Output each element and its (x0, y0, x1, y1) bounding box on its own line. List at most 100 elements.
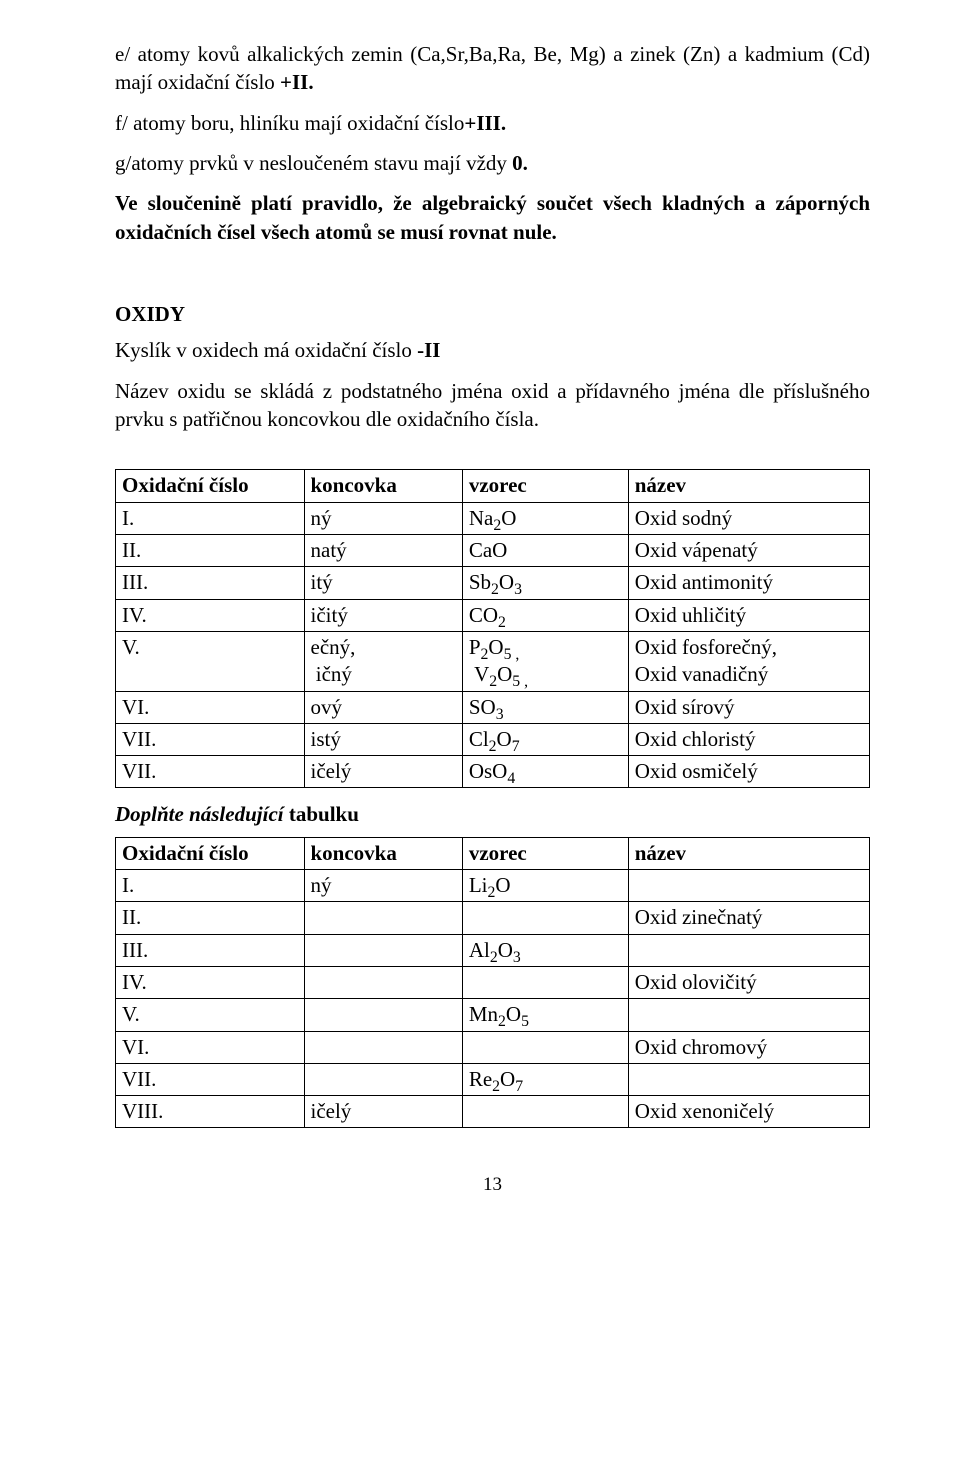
table-head-cell: název (628, 837, 869, 869)
doplnte-line: Doplňte následující tabulku (115, 800, 870, 828)
table-cell: Re2O7 (462, 1063, 628, 1095)
table-cell: Oxid fosforečný,Oxid vanadičný (628, 631, 869, 691)
table-cell: Oxid chloristý (628, 723, 869, 755)
table-cell (462, 1031, 628, 1063)
table-cell: Oxid uhličitý (628, 599, 869, 631)
table-cell (462, 966, 628, 998)
table-head-cell: koncovka (304, 837, 462, 869)
table-cell: ný (304, 502, 462, 534)
table-cell (628, 934, 869, 966)
table-cell (304, 1031, 462, 1063)
page-number: 13 (115, 1172, 870, 1198)
table-cell: OsO4 (462, 756, 628, 788)
para-f-bold: +III. (464, 111, 506, 135)
table-cell: Oxid chromový (628, 1031, 869, 1063)
table-cell: Oxid sodný (628, 502, 869, 534)
table-cell: Oxid antimonitý (628, 567, 869, 599)
table-cell (462, 902, 628, 934)
table-cell (304, 934, 462, 966)
table-head-cell: koncovka (304, 470, 462, 502)
table-cell: II. (116, 535, 305, 567)
table-cell: istý (304, 723, 462, 755)
table-cell (628, 999, 869, 1031)
table-oxidy-head: Oxidační číslo koncovka vzorec název (116, 470, 870, 502)
table-cell: itý (304, 567, 462, 599)
oxidy-heading: OXIDY (115, 300, 870, 328)
table-cell: VI. (116, 691, 305, 723)
table-head-cell: název (628, 470, 869, 502)
document-page: e/ atomy kovů alkalických zemin (Ca,Sr,B… (0, 0, 960, 1238)
table-row: II.natýCaOOxid vápenatý (116, 535, 870, 567)
table-cell: natý (304, 535, 462, 567)
table-cell: V. (116, 999, 305, 1031)
para-e: e/ atomy kovů alkalických zemin (Ca,Sr,B… (115, 40, 870, 97)
table-cell: Na2O (462, 502, 628, 534)
para-rule: Ve sloučenině platí pravidlo, že algebra… (115, 189, 870, 246)
para-g-text: g/atomy prvků v nesloučeném stavu mají v… (115, 151, 512, 175)
nazev-oxidu: Název oxidu se skládá z podstatného jmén… (115, 377, 870, 434)
table-doplnte-body: I.nýLi2OII. Oxid zinečnatýIII.Al2O3IV. Oxi… (116, 870, 870, 1128)
doplnte-bold: Doplňte následující (115, 802, 284, 826)
table-cell: III. (116, 934, 305, 966)
table-cell: VII. (116, 1063, 305, 1095)
table-cell: Oxid xenoničelý (628, 1096, 869, 1128)
table-row: I.nýLi2O (116, 870, 870, 902)
table-row: VII.ičelýOsO4Oxid osmičelý (116, 756, 870, 788)
table-cell: Oxid vápenatý (628, 535, 869, 567)
table-cell (628, 1063, 869, 1095)
table-cell (628, 870, 869, 902)
table-doplnte-head: Oxidační číslo koncovka vzorec název (116, 837, 870, 869)
para-f-text: f/ atomy boru, hliníku mají oxidační čís… (115, 111, 464, 135)
table-cell (462, 1096, 628, 1128)
table-cell: SO3 (462, 691, 628, 723)
table-cell: Oxid sírový (628, 691, 869, 723)
table-cell: Oxid olovičitý (628, 966, 869, 998)
table-cell: VII. (116, 756, 305, 788)
table-row: V.Mn2O5 (116, 999, 870, 1031)
table-cell: Cl2O7 (462, 723, 628, 755)
table-head-cell: vzorec (462, 837, 628, 869)
table-cell (304, 902, 462, 934)
table-cell: VI. (116, 1031, 305, 1063)
table-cell: Oxid osmičelý (628, 756, 869, 788)
para-e-text: e/ atomy kovů alkalických zemin (Ca,Sr,B… (115, 42, 870, 94)
table-row: V.ečný, ičnýP2O5 , V2O5 ,Oxid fosforečný… (116, 631, 870, 691)
kyslik-pre: Kyslík v oxidech má oxidační číslo (115, 338, 417, 362)
table-cell (304, 966, 462, 998)
table-row: III.Al2O3 (116, 934, 870, 966)
table-cell: IV. (116, 599, 305, 631)
table-row: VI.ovýSO3Oxid sírový (116, 691, 870, 723)
table-oxidy-body: I.nýNa2OOxid sodnýII.natýCaOOxid vápenat… (116, 502, 870, 788)
table-row: IV. Oxid olovičitý (116, 966, 870, 998)
table-cell: ný (304, 870, 462, 902)
kyslik-bold: -II (417, 338, 440, 362)
table-cell: Oxid zinečnatý (628, 902, 869, 934)
table-cell: Sb2O3 (462, 567, 628, 599)
table-cell: ičelý (304, 1096, 462, 1128)
table-cell: CaO (462, 535, 628, 567)
table-row: VII. Re2O7 (116, 1063, 870, 1095)
table-doplnte: Oxidační číslo koncovka vzorec název I.n… (115, 837, 870, 1129)
para-g: g/atomy prvků v nesloučeném stavu mají v… (115, 149, 870, 177)
table-row: VIII.ičelýOxid xenoničelý (116, 1096, 870, 1128)
table-cell: CO2 (462, 599, 628, 631)
table-cell: II. (116, 902, 305, 934)
table-oxidy: Oxidační číslo koncovka vzorec název I.n… (115, 469, 870, 788)
para-e-bold: +II. (280, 70, 314, 94)
table-cell: ičitý (304, 599, 462, 631)
table-row: VII.istýCl2O7Oxid chloristý (116, 723, 870, 755)
table-cell: P2O5 , V2O5 , (462, 631, 628, 691)
table-row: VI. Oxid chromový (116, 1031, 870, 1063)
table-head-cell: Oxidační číslo (116, 837, 305, 869)
doplnte-tail: tabulku (284, 802, 359, 826)
table-cell: VII. (116, 723, 305, 755)
table-cell: IV. (116, 966, 305, 998)
table-cell: ečný, ičný (304, 631, 462, 691)
table-head-cell: Oxidační číslo (116, 470, 305, 502)
table-head-cell: vzorec (462, 470, 628, 502)
table-cell (304, 999, 462, 1031)
para-f: f/ atomy boru, hliníku mají oxidační čís… (115, 109, 870, 137)
table-cell: ový (304, 691, 462, 723)
para-g-bold: 0. (512, 151, 528, 175)
kyslik-line: Kyslík v oxidech má oxidační číslo -II (115, 336, 870, 364)
